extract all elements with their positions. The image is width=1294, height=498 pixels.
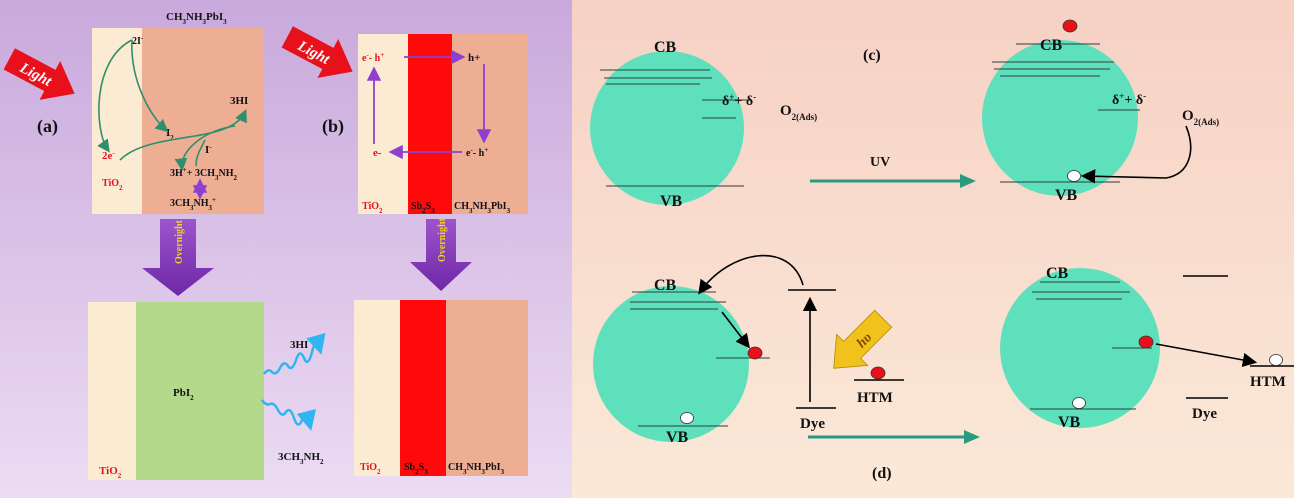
panel-c-sphere-dark: CB VB δ++ δ- O2(Ads): [590, 39, 817, 210]
svg-text:e-- h+: e-- h+: [362, 51, 384, 64]
svg-text:3CH3NH3+: 3CH3NH3+: [170, 196, 216, 212]
methylammonium-label: 3CH: [170, 198, 190, 209]
electron-b-label: e-: [373, 147, 382, 159]
sb2s3-label-b: Sb: [411, 201, 423, 212]
cb-label-c2: CB: [1040, 37, 1063, 54]
svg-text:I-: I-: [205, 143, 212, 156]
svg-text:PbI2: PbI2: [173, 387, 194, 402]
panel-b-top-device: e-- h+ h+ e- e-- h+ TiO2 Sb2S3 CH3NH3PbI…: [358, 34, 528, 215]
vb-label-d2: VB: [1058, 414, 1081, 431]
cb-label-c1: CB: [654, 39, 677, 56]
iodine-label: I: [166, 127, 170, 139]
htm-label-d1: HTM: [857, 390, 893, 406]
svg-text:TiO2: TiO2: [360, 462, 381, 476]
svg-text:2e-: 2e-: [102, 149, 115, 162]
wavy-arrow-up: [262, 332, 326, 375]
tag-c: (c): [863, 47, 881, 64]
svg-text:TiO2: TiO2: [99, 465, 122, 480]
cb-label-d2: CB: [1046, 265, 1069, 282]
svg-text:TiO2: TiO2: [102, 178, 123, 192]
svg-text:I2: I2: [166, 127, 174, 142]
tio2-label-a-top: TiO: [102, 178, 119, 189]
svg-text:Sb2S3: Sb2S3: [411, 201, 435, 215]
hole-label: h+: [468, 52, 480, 64]
panel-d-sphere-dye: CB VB: [593, 254, 804, 446]
panel-b-bottom-device: TiO2 Sb2S3 CH3NH3PbI3: [354, 300, 528, 476]
tio2-label-b: TiO: [362, 201, 379, 212]
svg-text:e-- h+: e-- h+: [466, 146, 488, 159]
overnight-label-b: Overnight: [437, 217, 448, 262]
vb-label-d1: VB: [666, 429, 689, 446]
reaction-scheme-a: 2I- 2e- I2 3HI I- 3H++ 3CH3NH2 3CH3NH3+ …: [97, 34, 248, 212]
svg-text:O2(Ads): O2(Ads): [780, 103, 817, 122]
svg-text:2I-: 2I-: [132, 34, 144, 47]
electron-label: 2e: [102, 150, 113, 162]
o2-label-c1: O: [780, 103, 792, 119]
sb2s3-label-b-bottom: Sb: [404, 462, 416, 473]
delta-label-c1: δ: [722, 94, 729, 109]
perovskite-formula-label: CH3NH3PbI3: [166, 11, 227, 26]
vb-label-c2: VB: [1055, 187, 1078, 204]
tag-b: (b): [322, 116, 344, 137]
methylamine-label: + 3CH: [187, 168, 215, 179]
svg-text:O2(Ads): O2(Ads): [1182, 108, 1219, 127]
hi3-label: 3HI: [230, 95, 248, 107]
dye-label-d1: Dye: [800, 416, 825, 432]
tag-d: (d): [872, 465, 892, 482]
o2-label-c2: O: [1182, 108, 1194, 124]
svg-text:3CH3NH2: 3CH3NH2: [278, 451, 324, 466]
perovskite-layer: [142, 28, 264, 214]
panel-c-sphere-uv: CB VB δ++ δ- O2(Ads): [982, 19, 1219, 204]
delta-label-c2: δ: [1112, 93, 1119, 108]
hi3-out-label: 3HI: [290, 339, 308, 351]
dye-levels: HTM Dye: [788, 289, 904, 432]
tio2-label-a-bottom: TiO: [99, 465, 118, 477]
panel-a-bottom-device: PbI2 TiO2: [88, 302, 264, 480]
overnight-arrow-a: Overnight: [142, 219, 214, 296]
uv-label: UV: [870, 155, 890, 170]
pbi2-label: PbI: [173, 387, 190, 399]
wavy-arrow-down: [260, 399, 317, 431]
overnight-arrow-b: Overnight: [410, 217, 472, 291]
svg-text:δ++ δ-: δ++ δ-: [1112, 91, 1146, 108]
svg-text:TiO2: TiO2: [362, 201, 383, 215]
panel-d-sphere-htm: CB VB HTM Dye: [1000, 265, 1294, 431]
hv-arrow: hυ: [833, 309, 893, 369]
exciton-left-label: e: [362, 53, 367, 64]
htm-label-d2: HTM: [1250, 374, 1286, 390]
dye-label-d2: Dye: [1192, 406, 1217, 422]
tag-a: (a): [37, 116, 58, 137]
iodide-minus-label: I: [205, 144, 209, 156]
exciton-right-label: e: [466, 148, 471, 159]
tio2-label-b-bottom: TiO: [360, 462, 377, 473]
methylamine-out-label: 3CH: [278, 451, 300, 463]
iodide-label: 2I: [132, 36, 141, 47]
panel-d-arrow: [808, 430, 980, 444]
cb-label-d1: CB: [654, 277, 677, 294]
tio2-layer: [92, 28, 142, 214]
perovskite-label-b-bottom: CH: [448, 462, 463, 473]
vb-label-c1: VB: [660, 193, 683, 210]
perovskite-label-b: CH: [454, 201, 469, 212]
overnight-label-a: Overnight: [174, 219, 185, 264]
svg-text:δ++ δ-: δ++ δ-: [722, 92, 756, 109]
proton-label: 3H: [170, 168, 183, 179]
uv-arrow: UV: [810, 155, 976, 188]
svg-text:CH3NH3PbI3: CH3NH3PbI3: [454, 201, 511, 215]
svg-text:CH3NH3PbI3: CH3NH3PbI3: [448, 462, 505, 476]
svg-text:Sb2S3: Sb2S3: [404, 462, 428, 476]
